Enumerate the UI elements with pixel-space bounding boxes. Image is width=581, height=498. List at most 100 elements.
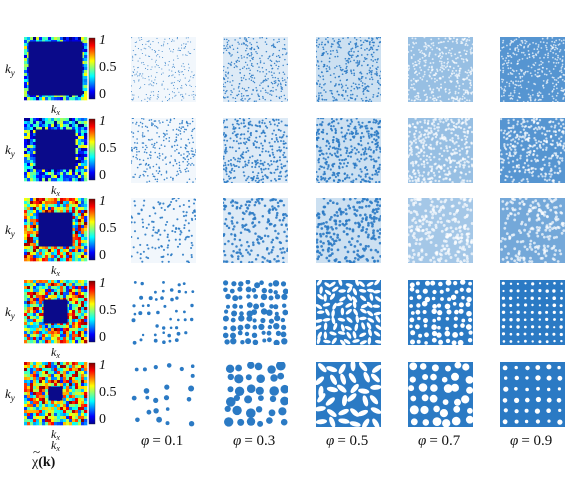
spectrum-cell — [27, 371, 31, 375]
pattern-particle — [147, 138, 150, 141]
pattern-particle — [148, 55, 150, 57]
spectrum-cell — [81, 157, 85, 161]
spectrum-cell — [45, 325, 49, 329]
spectrum-cell — [24, 201, 28, 205]
pattern-particle — [144, 98, 146, 100]
pattern-particle — [468, 146, 471, 149]
pattern-particle — [277, 178, 280, 181]
spectrum-cell — [30, 151, 34, 155]
pattern-particle — [408, 74, 410, 77]
pattern-particle — [354, 152, 357, 155]
spectrum-panel — [24, 118, 88, 182]
pattern-particle — [151, 122, 153, 124]
spectrum-cell — [39, 325, 43, 329]
spectrum-cell — [78, 419, 82, 423]
pattern-particle — [151, 58, 153, 60]
spectrum-cell — [63, 371, 67, 375]
pattern-particle — [176, 37, 178, 39]
pattern-particle — [283, 142, 286, 145]
spectrum-cell — [78, 416, 82, 420]
pattern-fill — [408, 118, 473, 183]
spectrum-cell — [42, 118, 46, 122]
pattern-particle — [360, 132, 364, 135]
pattern-particle — [442, 75, 444, 78]
spectrum-cell — [69, 362, 73, 366]
pattern-particle — [238, 82, 241, 85]
pattern-particle — [513, 89, 516, 92]
spectrum-cell — [33, 154, 37, 158]
spectrum-cell — [48, 325, 52, 329]
spectrum-cell — [27, 97, 31, 101]
spectrum-cell — [75, 142, 79, 146]
spectrum-cell — [39, 419, 43, 423]
spectrum-exclusion-region — [48, 386, 63, 401]
pattern-particle — [354, 83, 357, 86]
pattern-particle — [332, 138, 335, 142]
spectrum-cell — [24, 130, 28, 134]
spectrum-cell — [33, 246, 37, 250]
pattern-particle — [270, 60, 273, 62]
spectrum-cell — [45, 337, 49, 341]
pattern-particle — [279, 129, 282, 132]
pattern-particle — [511, 69, 514, 71]
spectrum-cell — [78, 118, 82, 122]
pattern-particle — [353, 87, 356, 90]
pattern-particle — [235, 61, 238, 63]
spectrum-cell — [66, 331, 70, 335]
pattern-particle — [344, 137, 347, 140]
pattern-particle — [179, 79, 181, 81]
pattern-particle — [551, 95, 554, 98]
pattern-particle — [181, 71, 183, 73]
pattern-particle — [556, 47, 559, 50]
pattern-particle — [148, 84, 150, 86]
pattern-particle — [282, 71, 285, 74]
spectrum-cell — [78, 204, 82, 208]
spectrum-cell — [39, 322, 43, 326]
pattern-particle — [325, 50, 328, 53]
pattern-particle — [327, 165, 330, 168]
spectrum-cell — [36, 249, 40, 253]
pattern-particle — [419, 158, 422, 161]
pattern-particle — [227, 39, 230, 42]
pattern-particle — [351, 181, 354, 183]
pattern-particle — [181, 96, 183, 98]
spectrum-cell — [48, 377, 52, 381]
pattern-particle — [348, 176, 351, 179]
spectrum-cell — [78, 225, 82, 229]
spectrum-cell — [39, 289, 43, 293]
pattern-particle — [243, 43, 245, 45]
pattern-particle — [445, 119, 448, 123]
pattern-particle — [377, 156, 380, 159]
spectrum-cell — [57, 249, 61, 253]
spectrum-cell — [27, 325, 31, 329]
spectrum-cell — [51, 371, 55, 375]
pattern-particle — [346, 176, 349, 179]
spectrum-cell — [30, 169, 34, 173]
pattern-particle — [168, 38, 171, 40]
spectrum-cell — [45, 172, 49, 176]
spectrum-cell — [36, 246, 40, 250]
spectrum-cell — [81, 91, 85, 95]
spectrum-cell — [84, 289, 88, 293]
spectrum-cell — [75, 404, 79, 408]
pattern-particle — [284, 124, 287, 127]
pattern-particle — [445, 147, 448, 150]
pattern-particle — [259, 84, 261, 87]
spectrum-cell — [81, 70, 85, 74]
pattern-particle — [186, 181, 188, 183]
spectrum-cell — [24, 216, 28, 220]
pattern-particle — [193, 74, 196, 76]
pattern-particle — [514, 83, 517, 86]
pattern-particle — [339, 162, 342, 165]
pattern-particle — [537, 44, 540, 46]
pattern-particle — [329, 145, 332, 148]
pattern-particle — [135, 146, 138, 149]
pattern-particle — [427, 173, 430, 176]
pattern-particle — [356, 62, 359, 64]
pattern-particle — [139, 57, 141, 59]
spectrum-cell — [78, 368, 82, 372]
pattern-particle — [426, 133, 430, 136]
spectrum-cell — [30, 154, 34, 158]
spectrum-cell — [24, 304, 28, 308]
